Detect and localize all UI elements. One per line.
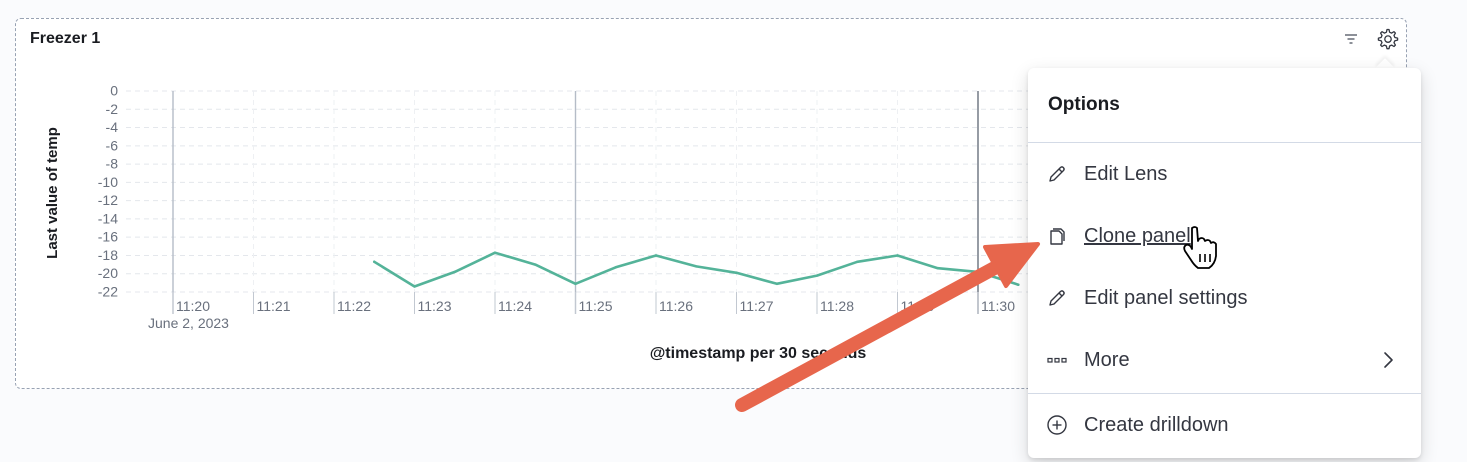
- menu-item-more[interactable]: More: [1028, 333, 1421, 387]
- x-tick-label: 11:23: [418, 298, 452, 314]
- y-tick-label: -16: [98, 229, 118, 245]
- x-axis-label: @timestamp per 30 seconds: [650, 345, 867, 362]
- x-tick-label: 11:20: [176, 298, 210, 314]
- pencil-icon: [1046, 287, 1068, 309]
- menu-item-edit-panel-settings[interactable]: Edit panel settings: [1028, 271, 1421, 325]
- x-tick-label: 11:25: [579, 298, 613, 314]
- pencil-icon: [1046, 163, 1068, 185]
- data-point: [695, 265, 698, 268]
- plus-circle-icon: [1046, 414, 1068, 436]
- y-tick-label: -4: [106, 119, 119, 135]
- y-tick-label: -20: [98, 265, 118, 281]
- data-point: [856, 260, 859, 264]
- y-tick-label: -8: [106, 156, 119, 172]
- dots-icon: [1046, 349, 1068, 371]
- menu-item-create-drilldown[interactable]: Create drilldown: [1028, 398, 1421, 452]
- menu-item-label: Clone panel: [1084, 224, 1191, 247]
- data-point: [896, 254, 899, 257]
- copy-icon: [1046, 225, 1068, 247]
- data-point: [453, 270, 456, 274]
- menu-divider: [1028, 393, 1421, 394]
- gear-icon[interactable]: [1373, 25, 1401, 53]
- menu-item-label: Create drilldown: [1084, 413, 1229, 436]
- x-tick-label: 11:30: [981, 298, 1015, 314]
- data-point: [654, 254, 658, 257]
- y-tick-label: -2: [106, 101, 119, 117]
- data-point: [413, 285, 416, 288]
- data-point: [1017, 283, 1020, 286]
- menu-item-label: More: [1084, 348, 1130, 371]
- data-point: [775, 282, 778, 285]
- x-tick-label: 11:24: [498, 298, 532, 314]
- x-tick-label: 11:28: [820, 298, 854, 314]
- menu-divider: [1028, 142, 1421, 143]
- panel-title: Freezer 1: [30, 30, 101, 47]
- data-point: [735, 271, 738, 275]
- x-tick-label: 11:26: [659, 298, 693, 314]
- data-point: [493, 251, 497, 254]
- menu-item-clone-panel[interactable]: Clone panel: [1028, 209, 1421, 263]
- data-point: [936, 267, 939, 270]
- y-tick-label: -10: [98, 174, 118, 190]
- data-point: [614, 266, 617, 269]
- x-tick-label: 11:27: [740, 298, 774, 314]
- x-tick-label: 11:22: [337, 298, 371, 314]
- y-tick-label: 0: [110, 83, 118, 99]
- filter-icon[interactable]: [1338, 26, 1364, 52]
- menu-item-edit-lens[interactable]: Edit Lens: [1028, 147, 1421, 201]
- data-point: [976, 270, 980, 274]
- y-tick-label: -14: [98, 210, 118, 226]
- chevron-right-icon: [1377, 349, 1399, 371]
- chart-series: [372, 251, 1020, 288]
- options-menu: Options Edit Lens Clone panel Edit panel: [1028, 68, 1421, 458]
- y-axis-label: Last value of temp: [44, 127, 61, 259]
- menu-item-label: Edit panel settings: [1084, 286, 1248, 309]
- y-tick-label: -22: [98, 284, 118, 300]
- data-point: [574, 282, 577, 285]
- x-tick-label: 11:21: [257, 298, 291, 314]
- menu-item-label: Edit Lens: [1084, 162, 1168, 185]
- x-tick-label: 11:29: [901, 298, 935, 314]
- y-tick-label: -12: [98, 192, 118, 208]
- menu-title: Options: [1048, 94, 1120, 115]
- data-point: [534, 263, 537, 266]
- x-tick-date-label: June 2, 2023: [148, 315, 229, 331]
- y-tick-label: -6: [106, 137, 119, 153]
- series-line: [372, 251, 1020, 288]
- data-point: [373, 260, 376, 264]
- y-tick-label: -18: [98, 247, 118, 263]
- y-axis-ticks: 0 -2 -4 -6 -8 -10 -12 -14 -16 -18 -20 -22: [98, 83, 118, 300]
- data-point: [815, 274, 819, 277]
